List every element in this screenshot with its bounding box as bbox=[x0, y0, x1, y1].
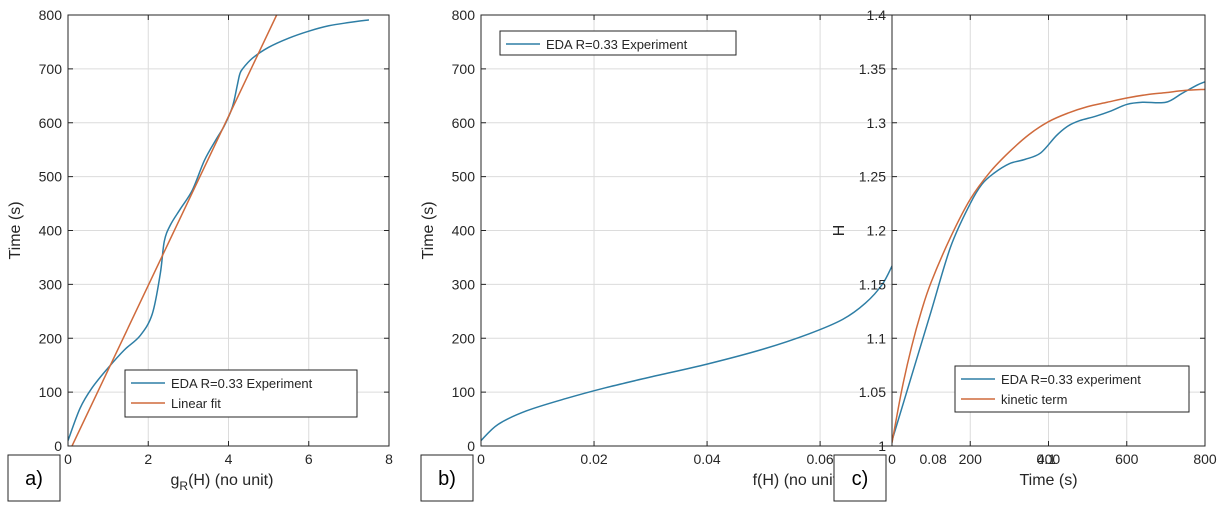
x-tick-label: 0.04 bbox=[693, 451, 720, 467]
y-tick-label: 100 bbox=[452, 384, 476, 400]
y-tick-label: 500 bbox=[39, 169, 63, 185]
y-tick-label: 700 bbox=[39, 61, 63, 77]
x-axis-label: gR(H) (no unit) bbox=[171, 472, 274, 493]
y-tick-label: 600 bbox=[39, 115, 63, 131]
x-tick-label: 0.1 bbox=[1036, 451, 1056, 467]
panel-label: b) bbox=[420, 454, 474, 502]
panel-label-box bbox=[7, 454, 61, 502]
x-tick-label: 6 bbox=[305, 451, 313, 467]
panel-label-box bbox=[833, 454, 887, 502]
panel-label: a) bbox=[7, 454, 61, 502]
panel-label-box bbox=[420, 454, 474, 502]
panel-label-text: c) bbox=[852, 468, 869, 490]
y-axis-label: Time (s) bbox=[7, 201, 24, 259]
y-tick-label: 1.4 bbox=[867, 7, 887, 23]
y-tick-label: 1.2 bbox=[867, 223, 887, 239]
x-axis-label: Time (s) bbox=[1019, 472, 1077, 489]
y-tick-label: 700 bbox=[452, 61, 476, 77]
x-axis-label: f(H) (no unit) bbox=[753, 472, 843, 489]
x-axis-label-subscript: R bbox=[179, 479, 188, 493]
x-tick-label: 0.02 bbox=[580, 451, 607, 467]
y-tick-label: 100 bbox=[39, 384, 63, 400]
y-tick-label: 600 bbox=[452, 115, 476, 131]
y-tick-label: 1.05 bbox=[859, 384, 886, 400]
axes-frame bbox=[67, 14, 390, 447]
x-tick-label: 8 bbox=[385, 451, 393, 467]
axes-frame bbox=[891, 14, 1206, 447]
y-axis-label: Time (s) bbox=[420, 201, 437, 259]
y-tick-label: 400 bbox=[39, 223, 63, 239]
x-tick-label: 400 bbox=[1037, 451, 1061, 467]
x-tick-label: 800 bbox=[1193, 451, 1217, 467]
y-tick-label: 1.1 bbox=[867, 330, 887, 346]
chart-panel-3: 0 200 400 600 800 1 1.05 1.1 1.15 1.2 1.25 1.3 1.35 1… bbox=[831, 7, 1217, 489]
legend-box bbox=[124, 369, 358, 418]
legend-box bbox=[499, 30, 737, 56]
x-axis-label-main: g bbox=[171, 472, 180, 489]
y-tick-label: 800 bbox=[452, 7, 476, 23]
y-tick-label: 1.15 bbox=[859, 276, 886, 292]
x-tick-label: 4 bbox=[225, 451, 233, 467]
y-tick-label: 200 bbox=[452, 330, 476, 346]
x-tick-label: 0 bbox=[888, 451, 896, 467]
y-tick-label: 0 bbox=[54, 438, 62, 454]
legend: EDA R=0.33 Experiment bbox=[499, 30, 737, 56]
panel-label-text: a) bbox=[25, 468, 43, 490]
y-tick-label: 300 bbox=[452, 276, 476, 292]
x-tick-label: 600 bbox=[1115, 451, 1139, 467]
y-tick-label: 500 bbox=[452, 169, 476, 185]
legend-entry: EDA R=0.33 Experiment bbox=[546, 37, 688, 52]
legend-entry: kinetic term bbox=[1001, 392, 1067, 407]
y-tick-label: 0 bbox=[467, 438, 475, 454]
x-tick-label: 200 bbox=[959, 451, 983, 467]
y-tick-label: 1 bbox=[878, 438, 886, 454]
x-tick-label: 0.08 bbox=[920, 451, 947, 467]
y-tick-label: 400 bbox=[452, 223, 476, 239]
legend-box bbox=[954, 365, 1190, 413]
y-tick-label: 1.3 bbox=[867, 115, 887, 131]
legend: EDA R=0.33 Experiment Linear fit bbox=[124, 369, 358, 418]
legend-entry: EDA R=0.33 Experiment bbox=[171, 376, 313, 391]
series-line-2 bbox=[71, 15, 278, 446]
legend-entry: Linear fit bbox=[171, 396, 221, 411]
x-tick-label: 0 bbox=[477, 451, 485, 467]
y-tick-label: 1.25 bbox=[859, 169, 886, 185]
x-tick-label: 2 bbox=[144, 451, 152, 467]
panel-label: c) bbox=[833, 454, 887, 502]
y-tick-label: 1.35 bbox=[859, 61, 886, 77]
panel-label-text: b) bbox=[438, 468, 456, 490]
y-tick-label: 300 bbox=[39, 276, 63, 292]
series-line-2 bbox=[892, 88, 1205, 443]
x-axis-label-rest: (H) (no unit) bbox=[188, 472, 273, 489]
y-tick-label: 800 bbox=[39, 7, 63, 23]
legend-entry: EDA R=0.33 experiment bbox=[1001, 372, 1141, 387]
chart-panel-1: 0 2 4 6 8 0 100 200 300 400 500 600 700 800 Time (s) gR… bbox=[7, 7, 393, 493]
series-line-1 bbox=[68, 19, 370, 441]
y-axis-label: H bbox=[831, 225, 848, 237]
y-tick-label: 200 bbox=[39, 330, 63, 346]
x-tick-label: 0.06 bbox=[806, 451, 833, 467]
legend: EDA R=0.33 experiment kinetic term bbox=[954, 365, 1190, 413]
x-tick-label: 0 bbox=[64, 451, 72, 467]
series-line-1 bbox=[892, 81, 1205, 441]
